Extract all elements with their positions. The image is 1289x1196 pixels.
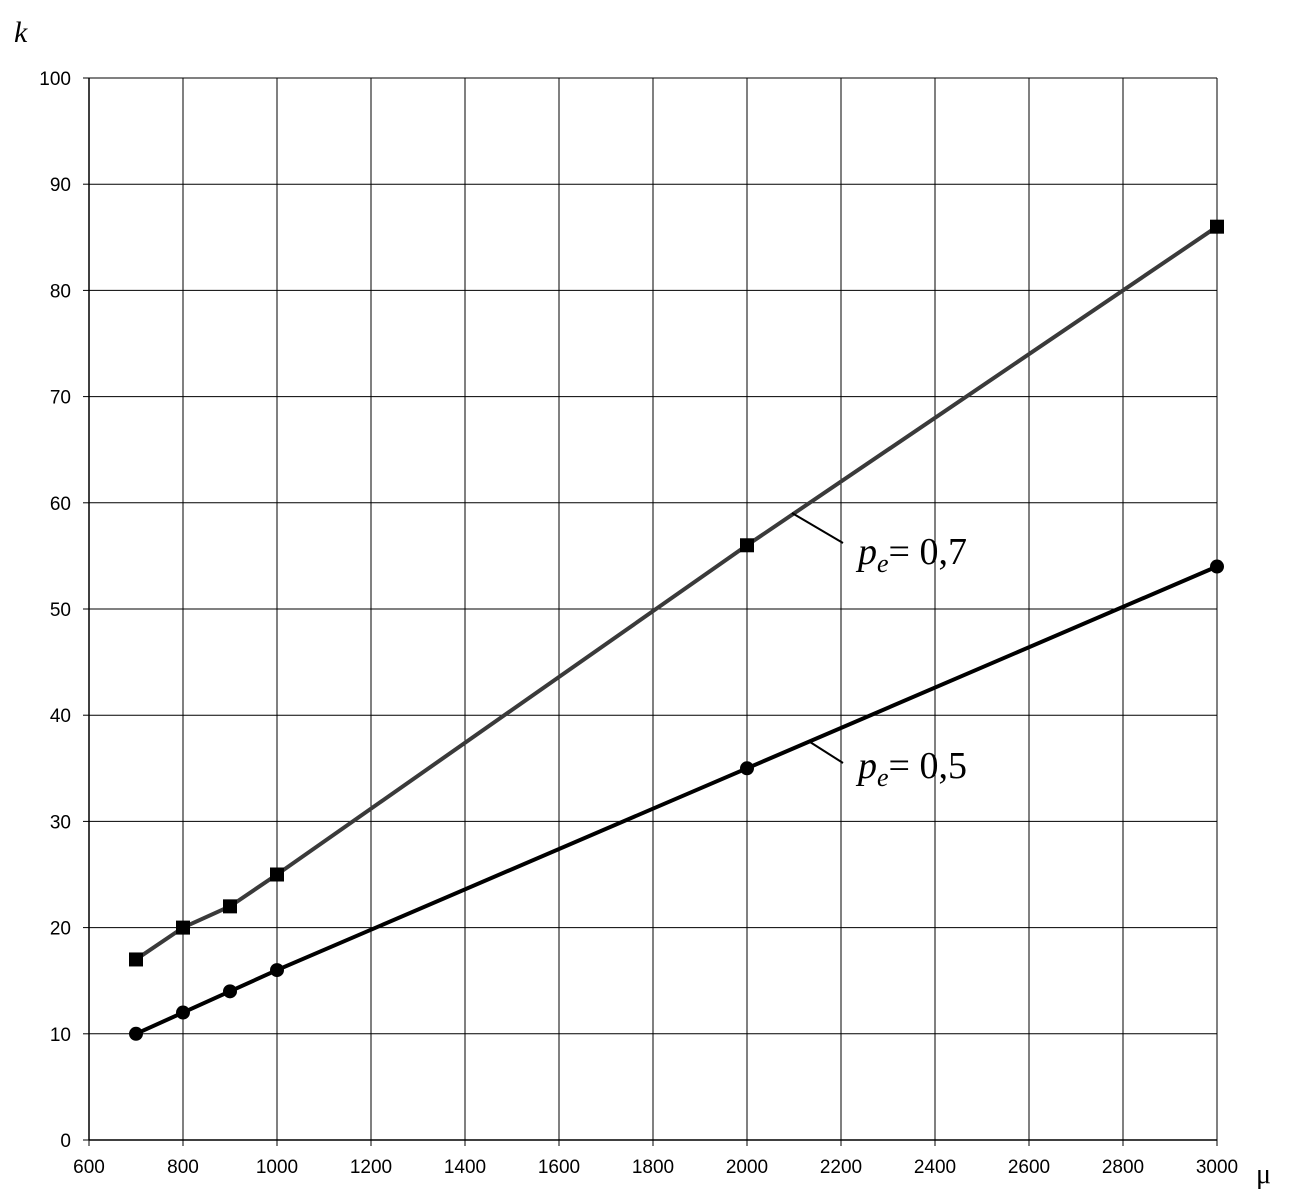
series — [129, 219, 1224, 1041]
series-line — [134, 225, 1219, 962]
y-tick-label: 70 — [50, 388, 71, 409]
annotation-value: = 0,7 — [889, 531, 967, 573]
annotation-subscript: e — [877, 549, 889, 578]
data-point — [740, 761, 754, 776]
data-point — [270, 867, 284, 882]
x-tick-label: 2200 — [820, 1157, 862, 1178]
data-point — [223, 899, 237, 914]
x-tick-label: 1000 — [256, 1157, 298, 1178]
x-tick-label: 1600 — [538, 1157, 580, 1178]
annotations: pe= 0,7pe= 0,5 — [791, 512, 967, 792]
series-line — [135, 564, 1218, 1036]
series-1 — [129, 219, 1224, 967]
annotation-leader — [791, 512, 844, 544]
data-point — [223, 984, 237, 999]
annotation-variable: p — [855, 531, 877, 573]
tick-labels: 600 800 1000 1200 1400 1600 1800 2000 2200 2400 26… — [39, 69, 1238, 1178]
x-tick-label: 2000 — [726, 1157, 768, 1178]
x-tick-label: 600 — [73, 1157, 105, 1178]
data-point — [129, 952, 143, 967]
data-point — [1210, 219, 1224, 234]
y-tick-label: 50 — [50, 600, 71, 621]
y-tick-label: 30 — [50, 812, 71, 833]
x-tick-label: 800 — [167, 1157, 199, 1178]
annotation-leader — [809, 741, 844, 764]
y-tick-label: 0 — [60, 1131, 71, 1152]
data-point — [129, 1026, 143, 1041]
x-tick-label: 1800 — [632, 1157, 674, 1178]
annotation-value: = 0,5 — [889, 745, 967, 787]
y-tick-label: 80 — [50, 281, 71, 302]
data-point — [270, 963, 284, 978]
data-point — [176, 1005, 190, 1020]
y-tick-label: 10 — [50, 1025, 71, 1046]
series-annotation: pe= 0,7 — [855, 531, 967, 578]
x-axis-label: μ — [1256, 1159, 1271, 1190]
x-tick-label: 1200 — [350, 1157, 392, 1178]
y-tick-label: 100 — [39, 69, 71, 90]
y-tick-label: 90 — [50, 175, 71, 196]
data-point — [176, 920, 190, 935]
series-2 — [129, 559, 1224, 1041]
x-tick-label: 2400 — [914, 1157, 956, 1178]
y-axis-label: k — [14, 16, 28, 49]
x-tick-label: 1400 — [444, 1157, 486, 1178]
x-tick-label: 2600 — [1008, 1157, 1050, 1178]
data-point — [740, 538, 754, 553]
y-tick-label: 20 — [50, 919, 71, 940]
x-tick-label: 2800 — [1102, 1157, 1144, 1178]
x-tick-label: 3000 — [1196, 1157, 1238, 1178]
data-point — [1210, 559, 1224, 574]
series-annotation: pe= 0,5 — [855, 745, 967, 792]
y-tick-label: 40 — [50, 706, 71, 727]
y-tick-label: 60 — [50, 494, 71, 515]
annotation-subscript: e — [877, 763, 889, 792]
annotation-variable: p — [855, 745, 877, 787]
axes — [83, 77, 1218, 1146]
